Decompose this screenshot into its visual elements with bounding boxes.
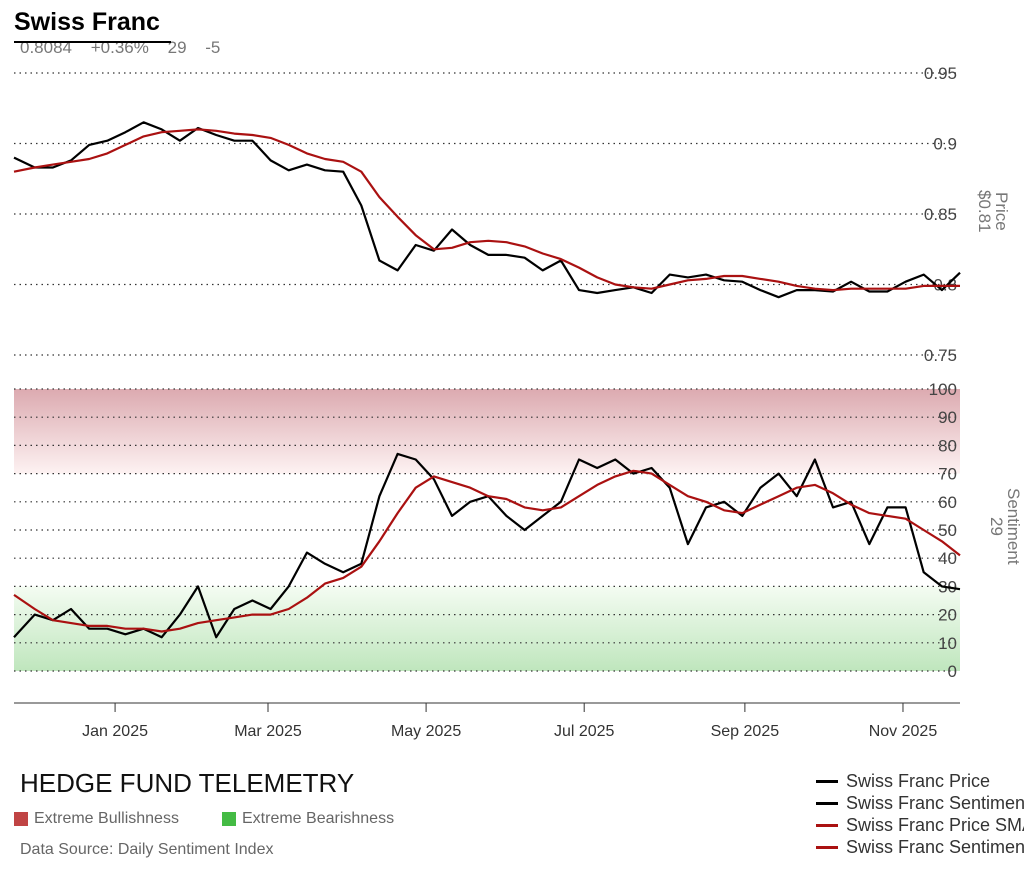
x-tick-label: Jul 2025 [554,723,615,740]
brand-name: HEDGE FUND TELEMETRY [20,768,355,798]
bear-label: Extreme Bearishness [242,810,395,827]
legend-swatch [816,801,838,805]
legend-item: Swiss Franc Sentiment [816,792,1024,814]
data-source: Data Source: Daily Sentiment Index [20,841,274,858]
extreme-bearish-zone [14,586,960,671]
legend-extreme-bearishness: Extreme Bearishness [222,810,394,828]
x-tick-label: May 2025 [391,723,461,740]
sentiment-tick-label: 0 [948,662,957,681]
sentiment-axis-title: Sentiment [1004,488,1023,565]
x-tick-label: Sep 2025 [711,723,780,740]
extreme-bullish-zone [14,389,960,474]
legend-item: Swiss Franc Price [816,770,1024,792]
price-axis-current: $0.81 [975,190,994,233]
price-tick-label: 0.9 [933,135,957,154]
series-legend: Swiss Franc Price Swiss Franc Sentiment Sw… [816,770,1024,858]
x-tick-label: Mar 2025 [234,723,302,740]
legend-extreme-bullishness: Extreme Bullishness [14,810,179,828]
swiss-franc-price-line [13,121,961,299]
price-tick-label: 0.75 [924,346,957,365]
bull-swatch [14,812,28,826]
sentiment-tick-label: 80 [938,436,957,455]
legend-label: Swiss Franc Price [846,770,991,791]
current-sentiment: 29 [167,38,187,57]
legend-item: Swiss Franc Sentiment SMA [816,836,1024,858]
sentiment-tick-label: 50 [938,521,957,540]
price-tick-label: 0.85 [924,205,957,224]
x-tick-label: Nov 2025 [869,723,938,740]
price-tick-label: 0.95 [924,64,957,83]
legend-label: Swiss Franc Price SMA [846,814,1024,835]
legend-label: Swiss Franc Sentiment [846,792,1024,813]
sentiment-tick-label: 40 [938,549,957,568]
sentiment-tick-label: 60 [938,493,957,512]
price-axis-label: Price $0.81 [975,190,1011,233]
swiss-franc-sentiment-sma-line [13,469,961,633]
swiss-franc-price-sma-line [13,128,960,292]
sentiment-change: -5 [205,38,221,57]
legend-swatch [816,823,838,827]
legend-item: Swiss Franc Price SMA [816,814,1024,836]
sentiment-tick-label: 10 [938,634,957,653]
legend-label: Swiss Franc Sentiment SMA [846,836,1024,857]
sentiment-tick-label: 100 [929,380,957,399]
chart-svg: 0.750.80.850.90.950102030405060708090100… [13,64,961,740]
chart-title: Swiss Franc [14,8,160,36]
bull-label: Extreme Bullishness [34,810,179,827]
legend-swatch [816,779,838,783]
sentiment-tick-label: 20 [938,606,957,625]
x-tick-label: Jan 2025 [82,723,148,740]
sentiment-axis-current: 29 [987,516,1006,536]
title-underline [14,41,171,43]
sentiment-tick-label: 70 [938,465,957,484]
sentiment-axis-label: Sentiment 29 [987,488,1023,565]
bear-swatch [222,812,236,826]
legend-swatch [816,845,838,849]
sentiment-tick-label: 90 [938,408,957,427]
price-axis-title: Price [992,191,1011,231]
